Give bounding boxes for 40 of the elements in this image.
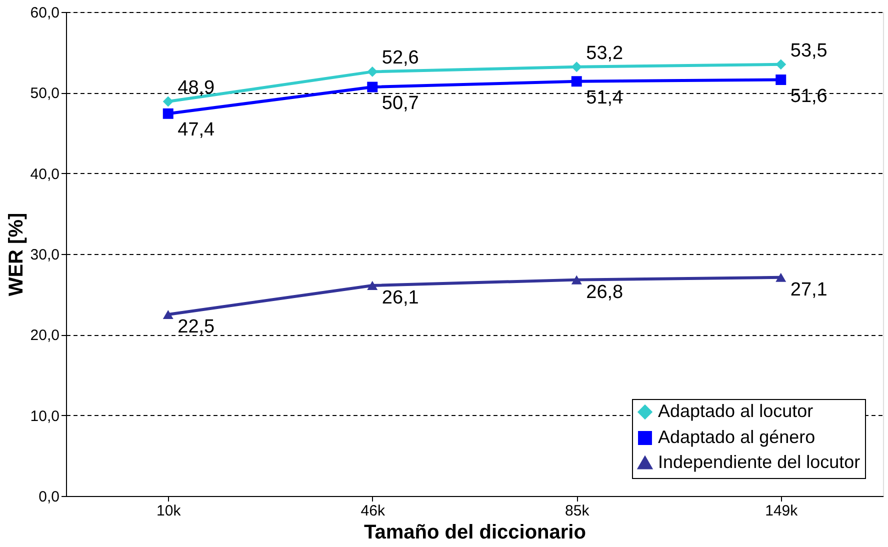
point [162,96,174,107]
point [776,272,786,282]
data-label: 52,6 [382,48,419,69]
data-label: 51,6 [790,86,828,107]
x-tick-label: 46k [360,502,386,520]
y-tick-label: 40,0 [30,166,60,183]
point [776,74,786,86]
point [367,280,378,290]
legend-label: Adaptado al locutor [658,401,814,421]
y-tick-label: 0,0 [38,488,60,506]
x-tick-label: 149k [765,502,798,520]
point [367,82,378,92]
y-tick-label: 20,0 [30,327,60,344]
data-label: 53,5 [790,40,828,62]
y-tick-label: 30,0 [30,246,60,264]
x-tick-label: 85k [565,502,590,520]
point [571,275,582,284]
data-label: 26,1 [382,287,419,308]
data-label: 51,4 [586,87,624,108]
legend-label: Independiente del locutor [658,452,860,472]
y-tick-label: 60,0 [30,4,60,22]
point [367,66,378,77]
data-label: 50,7 [382,93,419,114]
data-label: 53,2 [586,42,624,64]
data-label: 27,1 [790,279,828,300]
y-tick-label: 10,0 [30,408,60,425]
point [571,62,582,72]
x-axis-title: Tamaño del diccionario [364,522,586,544]
point [162,310,174,320]
data-label: 26,8 [586,282,624,303]
data-label: 47,4 [178,120,216,141]
y-tick-label: 50,0 [30,85,60,102]
point [776,59,786,70]
point [571,76,582,87]
point [162,108,174,119]
data-label: 22,5 [178,316,215,338]
x-tick-label: 10k [156,502,182,520]
legend-label: Adaptado al género [658,427,816,447]
data-label: 48,9 [178,78,215,99]
y-axis-title: WER [%] [5,212,28,296]
